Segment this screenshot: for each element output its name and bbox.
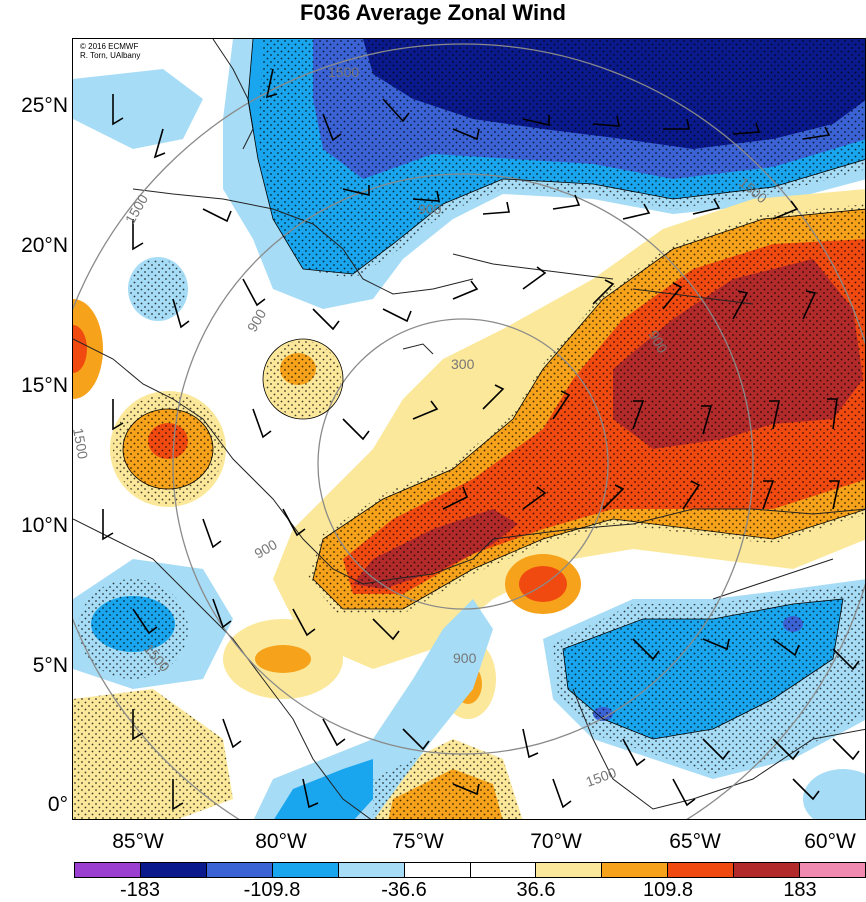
colorbar-label-2: -109.8 bbox=[243, 879, 301, 901]
ring-label-1500-a: 1500 bbox=[328, 64, 359, 80]
significance-stipple-central bbox=[265, 341, 341, 417]
credit-box: © 2016 ECMWF R. Torn, UAlbany bbox=[77, 41, 144, 61]
significance-stipple-jet bbox=[308, 204, 865, 614]
significance-stipple-south bbox=[553, 584, 865, 774]
lon-label-75w: 75°W bbox=[392, 830, 444, 853]
colorbar-label-5: 109.8 bbox=[642, 879, 694, 901]
westerly-patch-edge bbox=[73, 299, 103, 399]
significance-stipple-west-small bbox=[130, 259, 186, 319]
wind-map: 300 900 900 900 900 900 1500 1500 1500 1… bbox=[73, 39, 865, 819]
lon-label-70w: 70°W bbox=[530, 830, 582, 853]
lon-label-65w: 65°W bbox=[669, 830, 721, 853]
colorbar-segment bbox=[206, 863, 273, 877]
ring-label-900-e: 900 bbox=[453, 650, 477, 666]
wind-barbs bbox=[102, 68, 860, 811]
colorbar-segment bbox=[404, 863, 471, 877]
easterly-region-south-central-light bbox=[253, 599, 493, 819]
contour-lines bbox=[122, 39, 865, 740]
westerly-patch-edge-core bbox=[73, 325, 87, 373]
easterly-patch-southeast bbox=[803, 769, 865, 819]
colorbar-label-4: 36.6 bbox=[516, 879, 556, 901]
lat-label-5n: 5°N bbox=[32, 654, 68, 677]
significance-stipple-west bbox=[113, 394, 223, 504]
colorbar-label-3: -36.6 bbox=[381, 879, 427, 901]
westerly-patch-southwest-core bbox=[255, 645, 311, 673]
colorbar-segment bbox=[75, 863, 141, 877]
easterly-patch-northwest bbox=[73, 69, 203, 149]
lat-label-0: 0° bbox=[47, 793, 68, 816]
ring-label-900-a: 900 bbox=[418, 201, 442, 217]
lat-label-10n: 10°N bbox=[21, 514, 68, 537]
colorbar-segment bbox=[338, 863, 405, 877]
colorbar-segment bbox=[140, 863, 207, 877]
lat-label-20n: 20°N bbox=[21, 234, 68, 257]
colorbar-segment bbox=[272, 863, 339, 877]
significance-stipple-bottom bbox=[373, 739, 523, 819]
lat-label-25n: 25°N bbox=[21, 94, 68, 117]
lat-label-15n: 15°N bbox=[21, 374, 68, 397]
colorbar bbox=[74, 862, 866, 878]
map-panel: 300 900 900 900 900 900 1500 1500 1500 1… bbox=[72, 38, 866, 820]
significance-stipple-southwest-blue bbox=[78, 579, 188, 679]
lon-label-60w: 60°W bbox=[804, 830, 856, 853]
colorbar-segment bbox=[536, 863, 603, 877]
significance-stipple-north bbox=[258, 39, 865, 279]
credit-line-2: R. Torn, UAlbany bbox=[80, 51, 141, 60]
lon-label-85w: 85°W bbox=[112, 830, 164, 853]
colorbar-segment bbox=[470, 863, 537, 877]
range-rings bbox=[73, 43, 865, 819]
colorbar-label-1: -183 bbox=[119, 879, 161, 901]
colorbar-segment bbox=[668, 863, 735, 877]
colorbar-segment bbox=[602, 863, 669, 877]
colorbar-segment bbox=[800, 863, 866, 877]
lon-label-80w: 80°W bbox=[255, 830, 307, 853]
westerly-patch-south-core bbox=[519, 566, 567, 602]
credit-line-1: © 2016 ECMWF bbox=[80, 42, 139, 51]
ring-label-1500-d: 1500 bbox=[73, 427, 91, 461]
colorbar-label-6: 183 bbox=[783, 879, 817, 901]
colorbar-segment bbox=[734, 863, 801, 877]
map-title: F036 Average Zonal Wind bbox=[300, 0, 566, 25]
easterly-region-south-central-medium bbox=[274, 759, 373, 819]
ring-label-300: 300 bbox=[451, 356, 475, 372]
